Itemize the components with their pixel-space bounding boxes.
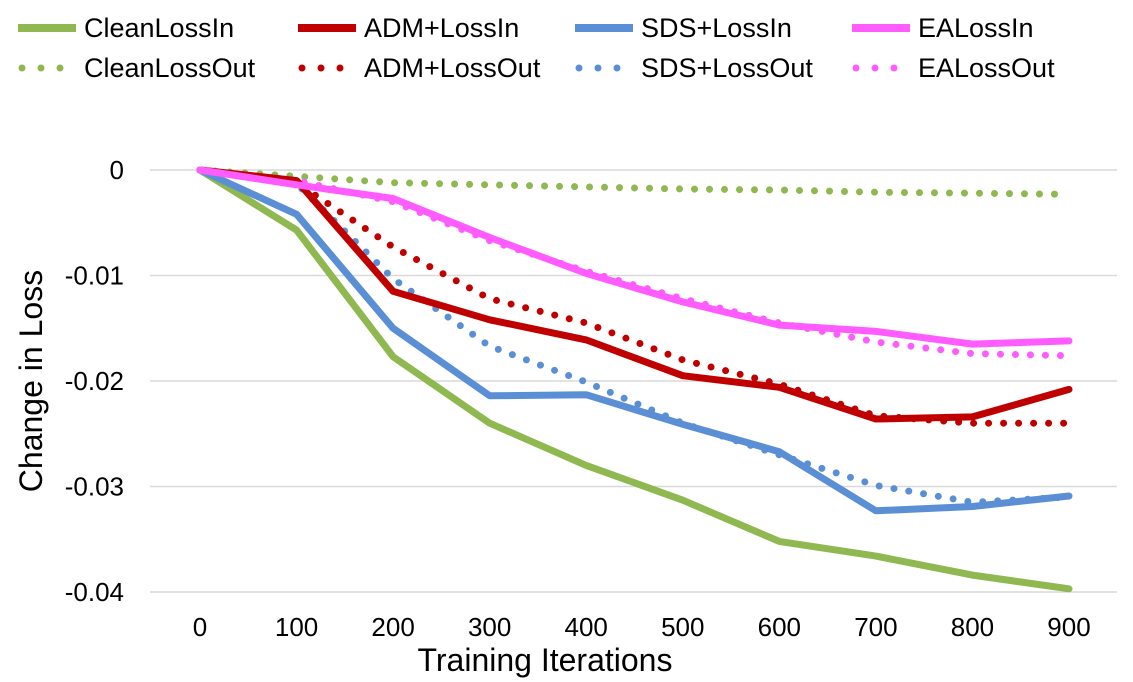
- x-tick-label: 800: [951, 612, 994, 642]
- series-line-sds-lossin: [196, 166, 1073, 515]
- legend-label: SDS+LossIn: [641, 13, 792, 43]
- x-tick-label: 900: [1047, 612, 1090, 642]
- x-tick-label: 600: [758, 612, 801, 642]
- series-line-adm-lossin: [196, 166, 1073, 423]
- y-tick-label: 0: [110, 155, 124, 185]
- legend-label: SDS+LossOut: [641, 53, 813, 83]
- legend-label: ADM+LossIn: [364, 13, 519, 43]
- legend-label: ADM+LossOut: [364, 53, 541, 83]
- legend-item: EALossOut: [852, 53, 1055, 83]
- series-line-ealossin: [196, 166, 1073, 348]
- series-line-ealossout: [196, 166, 1073, 360]
- legend-item: ADM+LossIn: [298, 13, 519, 43]
- legend-item: CleanLossOut: [18, 53, 256, 83]
- legend-item: CleanLossIn: [18, 13, 234, 43]
- legend-label: EALossOut: [918, 53, 1055, 83]
- legend-label: CleanLossOut: [84, 53, 256, 83]
- x-tick-label: 700: [854, 612, 897, 642]
- legend-label: CleanLossIn: [84, 13, 234, 43]
- legend-item: SDS+LossOut: [575, 53, 813, 83]
- y-tick-label: -0.01: [65, 261, 124, 291]
- legend-item: ADM+LossOut: [298, 53, 541, 83]
- series-line-adm-lossout: [196, 166, 1073, 427]
- plot-series: [196, 166, 1073, 593]
- x-tick-label: 300: [468, 612, 511, 642]
- y-tick-label: -0.03: [65, 472, 124, 502]
- y-tick-label: -0.04: [65, 577, 124, 607]
- y-tick-label: -0.02: [65, 366, 124, 396]
- y-axis-title: Change in Loss: [13, 270, 49, 492]
- x-axis-title: Training Iterations: [418, 642, 673, 678]
- x-tick-label: 0: [193, 612, 207, 642]
- x-axis-ticks: 0 100 200 300 400 500 600 700 800 900: [193, 612, 1091, 642]
- x-tick-label: 200: [371, 612, 414, 642]
- gridlines: [150, 169, 1117, 593]
- legend-item: SDS+LossIn: [575, 13, 792, 43]
- x-tick-label: 500: [661, 612, 704, 642]
- series-line-cleanlossout: [196, 166, 1073, 198]
- legend-item: EALossIn: [852, 13, 1034, 43]
- x-tick-label: 400: [565, 612, 608, 642]
- legend-label: EALossIn: [918, 13, 1034, 43]
- series-line-cleanlossin: [196, 166, 1073, 593]
- legend: CleanLossIn ADM+LossIn SDS+LossIn EALossIn C…: [18, 13, 1055, 83]
- x-tick-label: 100: [275, 612, 318, 642]
- y-axis-ticks: 0 -0.01 -0.02 -0.03 -0.04: [65, 155, 124, 607]
